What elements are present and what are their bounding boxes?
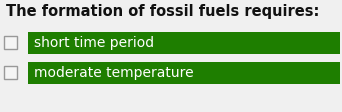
Bar <box>28 32 340 54</box>
Bar <box>4 67 17 80</box>
Bar <box>28 62 340 84</box>
Bar <box>4 37 17 50</box>
Text: short time period: short time period <box>34 36 154 50</box>
Text: moderate temperature: moderate temperature <box>34 66 194 80</box>
Text: The formation of fossil fuels requires:: The formation of fossil fuels requires: <box>6 4 319 19</box>
